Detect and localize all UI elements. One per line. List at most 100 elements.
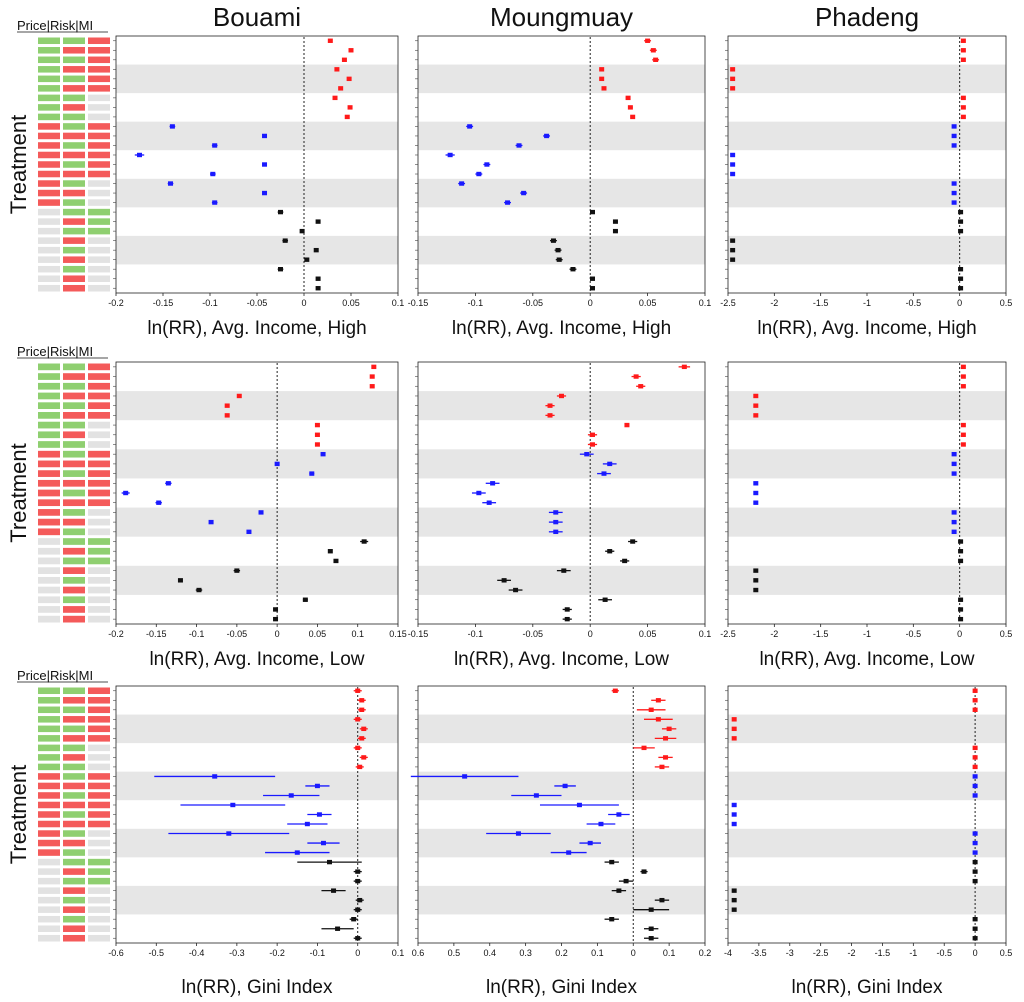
x-tick-label: 0.5 <box>1000 298 1013 308</box>
data-point <box>958 558 964 564</box>
data-point <box>224 403 230 408</box>
data-point <box>951 519 957 525</box>
data-point <box>607 461 613 467</box>
y-axis-label-treatment: Treatment <box>6 765 31 864</box>
legend-cell <box>88 275 110 282</box>
data-point <box>951 451 957 457</box>
legend-cell <box>63 227 85 235</box>
data-point <box>960 114 966 120</box>
legend-cell <box>88 479 110 487</box>
legend-cell <box>63 906 85 913</box>
legend-cell <box>63 85 85 92</box>
x-tick-label: -3 <box>786 948 794 958</box>
legend-cell <box>63 557 85 565</box>
legend-cell <box>63 849 85 856</box>
legend-cell <box>88 830 110 837</box>
data-point <box>212 200 218 205</box>
data-point <box>612 688 618 693</box>
legend-cell <box>88 499 110 507</box>
x-tick-label: -2 <box>770 629 778 639</box>
data-point <box>327 38 333 43</box>
data-point <box>355 717 361 722</box>
group-band <box>728 391 1006 421</box>
data-point <box>467 124 473 129</box>
data-point <box>609 859 615 865</box>
data-point <box>359 707 365 712</box>
data-point <box>369 374 375 379</box>
legend-cell <box>38 189 60 197</box>
legend-cell <box>63 373 85 380</box>
data-point <box>576 802 582 808</box>
data-point <box>972 793 978 798</box>
data-point <box>599 76 605 82</box>
data-point <box>224 413 230 418</box>
legend-header: Price|Risk|MI <box>17 18 93 33</box>
data-point <box>371 364 377 370</box>
data-point <box>304 821 310 827</box>
legend-cell <box>63 925 85 932</box>
data-point <box>316 812 322 817</box>
data-point <box>653 57 659 62</box>
data-point <box>346 76 352 82</box>
legend-cell <box>38 392 60 400</box>
x-tick-label: 0.05 <box>342 298 360 308</box>
data-point <box>960 422 966 428</box>
legend-cell <box>63 896 85 904</box>
data-point <box>598 821 604 827</box>
legend-cell <box>88 56 110 64</box>
legend-cell <box>63 237 85 244</box>
legend-cell <box>88 849 110 856</box>
data-point <box>753 578 759 583</box>
group-band <box>116 449 398 479</box>
legend-cell <box>38 237 60 244</box>
data-point <box>666 726 672 732</box>
legend-cell <box>38 735 60 742</box>
group-band <box>116 178 398 208</box>
data-point <box>730 247 736 253</box>
x-tick-label: 0 <box>631 948 636 958</box>
legend-cell <box>88 180 110 187</box>
legend-cell <box>38 915 60 923</box>
legend-cell <box>63 392 85 400</box>
x-tick-label: -1 <box>863 629 871 639</box>
panel-phadeng-row2: -2.5 -2 -1.5 -1 -0.5 0 0.5 ln(RR), Avg. Income,… <box>720 361 1012 670</box>
legend-cell <box>63 256 85 263</box>
legend-cell <box>63 470 85 477</box>
data-point <box>681 364 687 370</box>
legend-cell <box>63 47 85 54</box>
data-point <box>357 897 363 903</box>
data-point <box>972 917 978 922</box>
panel-bouami-row1: -0.2 -0.15 -0.1 -0.05 0 0.05 0.1 ln(RR), Avg. I… <box>108 35 404 339</box>
legend-cell <box>63 586 85 594</box>
legend-cell <box>38 373 60 380</box>
data-point <box>246 529 252 535</box>
data-point <box>648 907 654 912</box>
data-point <box>361 539 367 544</box>
legend-cell <box>63 547 85 555</box>
data-point <box>333 558 339 564</box>
legend-cell <box>88 37 110 45</box>
x-tick-label: -0.3 <box>229 948 245 958</box>
group-band <box>728 449 1006 479</box>
data-point <box>958 607 964 612</box>
legend-cell <box>63 596 85 604</box>
legend-cell <box>38 706 60 714</box>
legend-cell <box>63 402 85 410</box>
legend-cell <box>63 792 85 799</box>
data-point <box>314 783 320 789</box>
legend-cell <box>63 382 85 390</box>
data-point <box>630 114 636 120</box>
legend-cell <box>63 915 85 923</box>
x-axis-label: ln(RR), Avg. Income, Low <box>759 649 974 670</box>
data-point <box>641 869 647 874</box>
legend-cell <box>38 725 60 733</box>
data-point <box>730 162 736 167</box>
panel-moungmuay-row3: 0.6 0.5 0.4 0.3 0.2 0.1 0 0.1 0.2 ln(RR), Gini In… <box>410 685 711 998</box>
legend-cell <box>88 470 110 477</box>
legend-cell <box>88 94 110 102</box>
legend-cell <box>88 460 110 468</box>
data-point <box>335 926 341 931</box>
legend-cell <box>38 499 60 507</box>
data-point <box>359 698 365 703</box>
legend-cell <box>38 687 60 695</box>
